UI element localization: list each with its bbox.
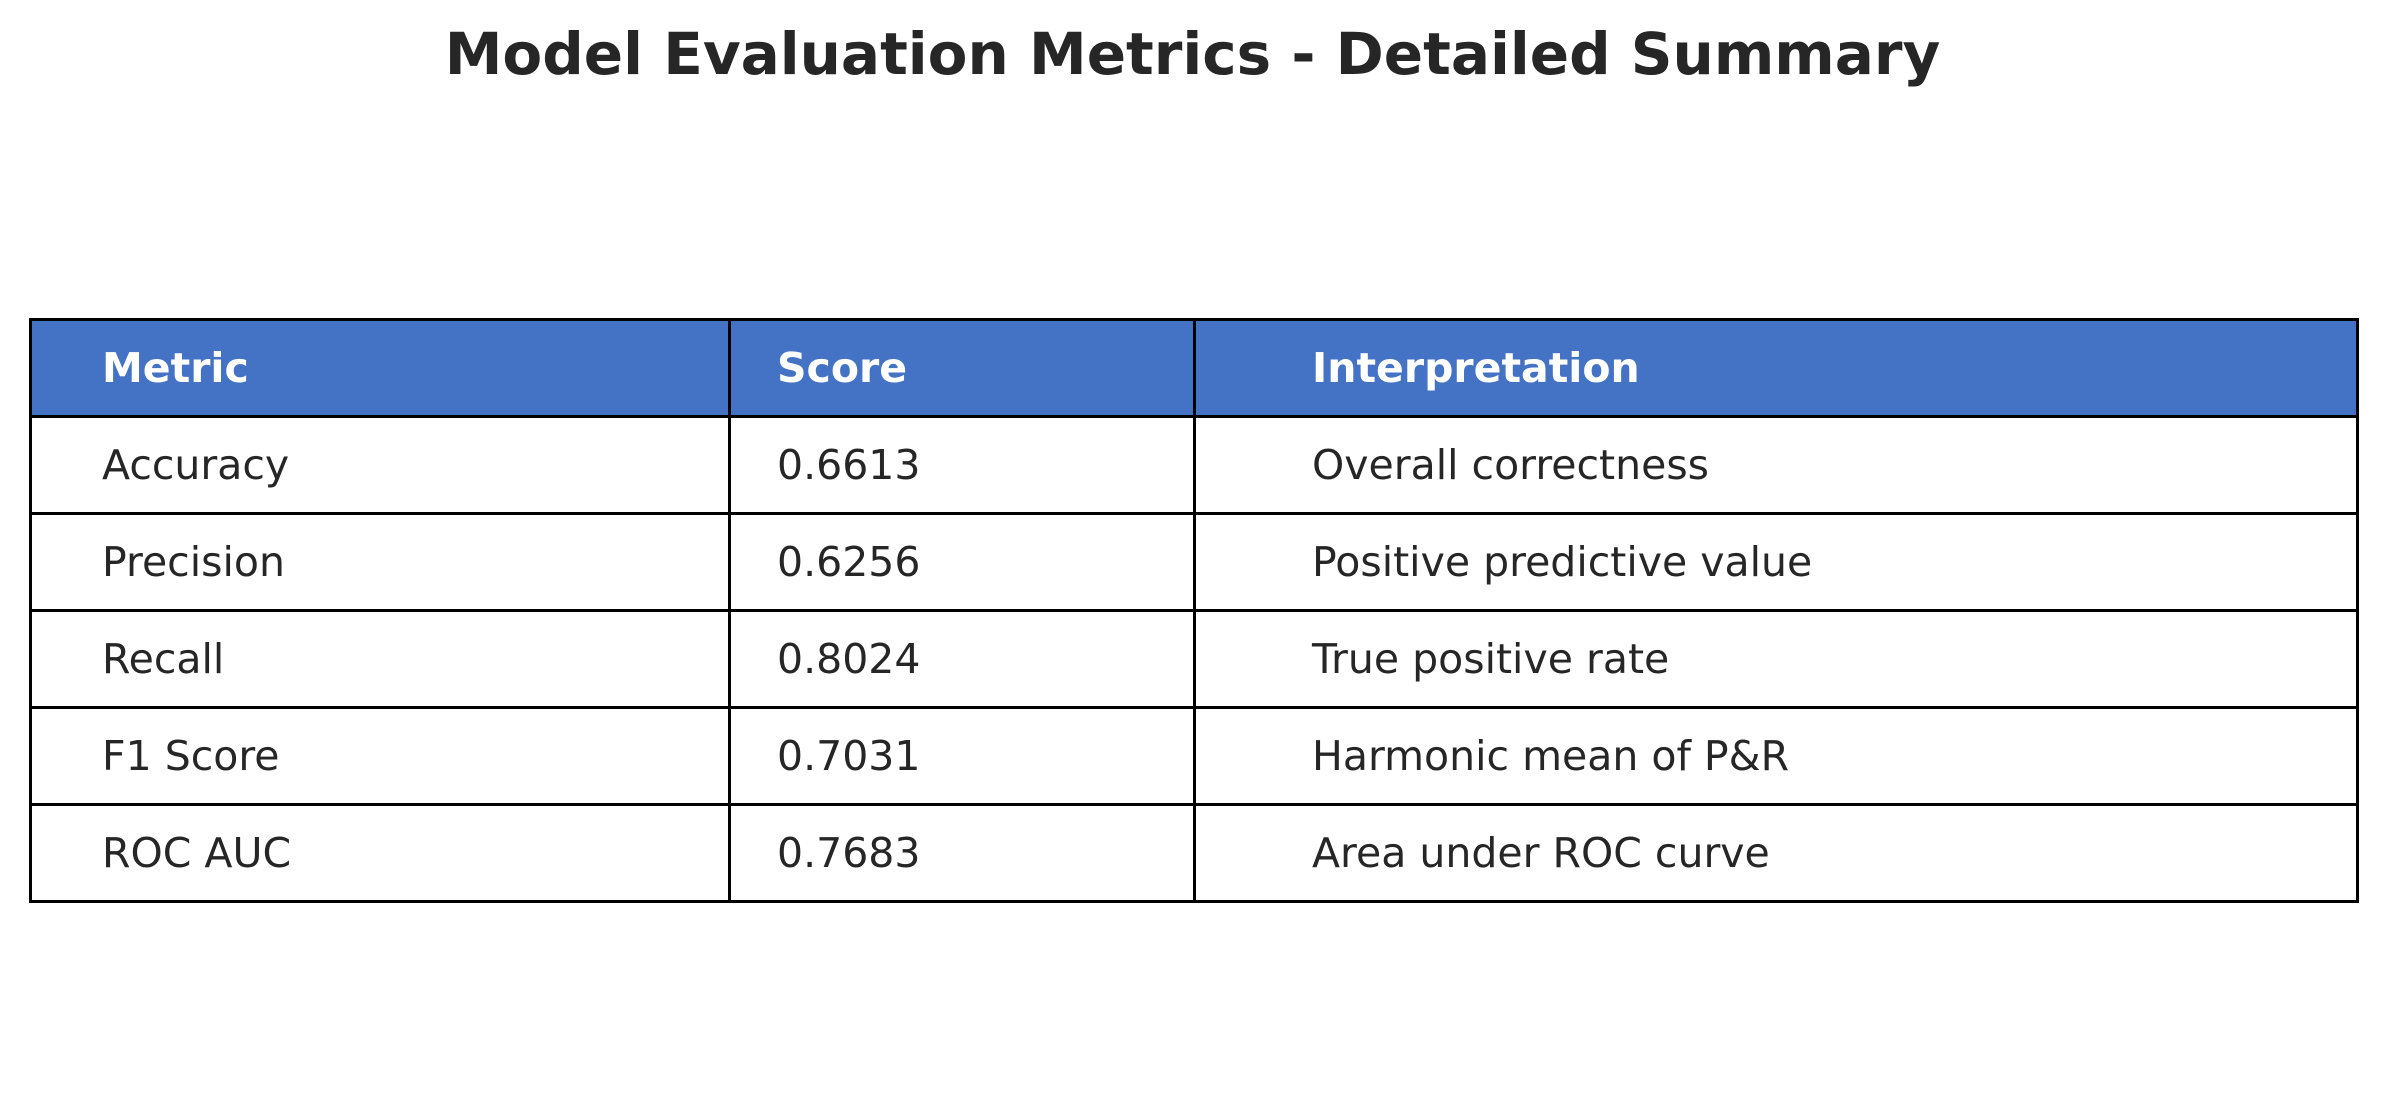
column-header-metric: Metric <box>29 318 731 418</box>
metric-cell: ROC AUC <box>29 803 731 903</box>
interpretation-cell: Overall correctness <box>1193 415 2359 515</box>
interpretation-cell: Harmonic mean of P&R <box>1193 706 2359 806</box>
table-row: Recall 0.8024 True positive rate <box>29 609 2359 709</box>
table-row: F1 Score 0.7031 Harmonic mean of P&R <box>29 706 2359 806</box>
table-row: Accuracy 0.6613 Overall correctness <box>29 415 2359 515</box>
metric-cell: Accuracy <box>29 415 731 515</box>
metric-cell: Recall <box>29 609 731 709</box>
metrics-table: Metric Score Interpretation Accuracy 0.6… <box>29 318 2359 903</box>
table-row: Precision 0.6256 Positive predictive val… <box>29 512 2359 612</box>
score-cell: 0.6613 <box>728 415 1196 515</box>
score-cell: 0.7683 <box>728 803 1196 903</box>
metric-cell: F1 Score <box>29 706 731 806</box>
interpretation-cell: Area under ROC curve <box>1193 803 2359 903</box>
interpretation-cell: True positive rate <box>1193 609 2359 709</box>
score-cell: 0.7031 <box>728 706 1196 806</box>
column-header-score: Score <box>728 318 1196 418</box>
score-cell: 0.8024 <box>728 609 1196 709</box>
column-header-interpretation: Interpretation <box>1193 318 2359 418</box>
chart-title: Model Evaluation Metrics - Detailed Summ… <box>444 20 1941 88</box>
score-cell: 0.6256 <box>728 512 1196 612</box>
interpretation-cell: Positive predictive value <box>1193 512 2359 612</box>
table-header-row: Metric Score Interpretation <box>29 318 2359 418</box>
table-row: ROC AUC 0.7683 Area under ROC curve <box>29 803 2359 903</box>
metric-cell: Precision <box>29 512 731 612</box>
